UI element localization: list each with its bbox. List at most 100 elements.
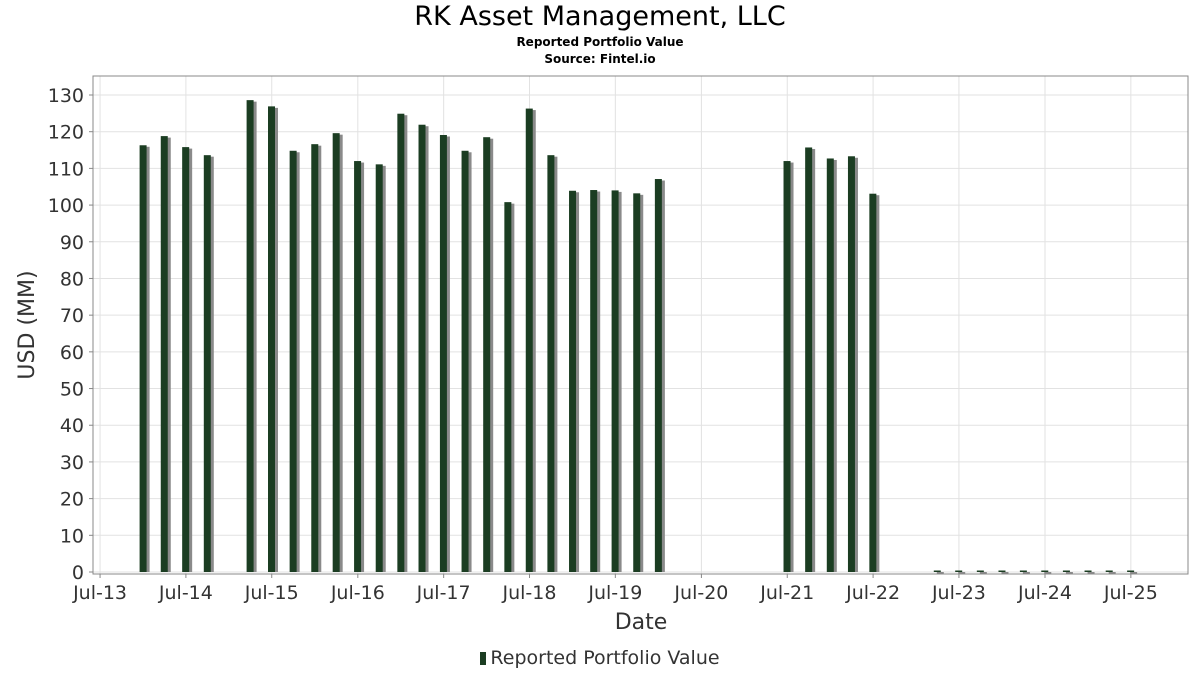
x-tick-label: Jul-25 bbox=[1103, 582, 1158, 604]
bar-body bbox=[1041, 570, 1049, 572]
bar-body bbox=[805, 147, 813, 572]
bar bbox=[1105, 570, 1116, 574]
bar-body bbox=[1127, 570, 1135, 572]
y-tick-label: 30 bbox=[60, 452, 84, 474]
bar-body bbox=[525, 108, 533, 572]
bar-body bbox=[1019, 570, 1027, 572]
y-tick-label: 20 bbox=[60, 489, 84, 511]
bar bbox=[246, 100, 257, 572]
y-tick-label: 50 bbox=[60, 379, 84, 401]
x-tick-label: Jul-13 bbox=[72, 582, 127, 604]
bar bbox=[805, 147, 816, 572]
x-tick-label: Jul-19 bbox=[587, 582, 642, 604]
bar-body bbox=[1062, 570, 1070, 572]
x-tick-label: Jul-20 bbox=[673, 582, 728, 604]
bars-layer bbox=[139, 100, 1138, 574]
plot-frame bbox=[92, 75, 1189, 575]
bar-body bbox=[246, 100, 254, 572]
bar-body bbox=[203, 155, 211, 572]
y-axis-label: USD (MM) bbox=[15, 270, 40, 379]
bar-shadow bbox=[979, 572, 987, 574]
bar-body bbox=[847, 156, 855, 572]
bar bbox=[311, 144, 322, 572]
y-tick-label: 0 bbox=[72, 562, 84, 584]
bar-shadow bbox=[1108, 572, 1116, 574]
bar-body bbox=[354, 161, 362, 573]
bar-body bbox=[998, 570, 1006, 572]
bar-body bbox=[976, 570, 984, 572]
bar-body bbox=[375, 164, 383, 573]
bar bbox=[869, 193, 880, 572]
bar-body bbox=[955, 570, 963, 572]
x-tick-label: Jul-16 bbox=[330, 582, 385, 604]
bar bbox=[525, 108, 536, 572]
x-tick-label: Jul-22 bbox=[845, 582, 900, 604]
bar bbox=[933, 570, 944, 574]
bar-body bbox=[139, 145, 147, 572]
legend-label: Reported Portfolio Value bbox=[490, 647, 720, 669]
bar bbox=[611, 190, 622, 572]
bar bbox=[1127, 570, 1138, 574]
bar-body bbox=[311, 144, 319, 572]
bar-body bbox=[933, 570, 941, 572]
bar-body bbox=[783, 161, 791, 573]
bar bbox=[955, 570, 966, 574]
bar bbox=[375, 164, 386, 573]
bar bbox=[418, 124, 429, 573]
bar bbox=[504, 202, 515, 572]
bar-shadow bbox=[1022, 572, 1030, 574]
bar bbox=[1062, 570, 1073, 574]
bar bbox=[783, 161, 794, 573]
bar-body bbox=[461, 150, 469, 572]
bar-shadow bbox=[1044, 572, 1052, 574]
bar bbox=[998, 570, 1009, 574]
bar bbox=[1041, 570, 1052, 574]
x-tick-label: Jul-18 bbox=[502, 582, 557, 604]
bar bbox=[203, 155, 214, 572]
x-tick-label: Jul-15 bbox=[244, 582, 299, 604]
bar-body bbox=[1084, 570, 1092, 572]
legend: Reported Portfolio Value bbox=[0, 647, 1200, 669]
bar bbox=[461, 150, 472, 572]
legend-swatch bbox=[480, 652, 487, 665]
bar bbox=[397, 113, 408, 572]
bar-body bbox=[826, 158, 834, 572]
bar-body bbox=[654, 179, 662, 572]
bar-body bbox=[869, 193, 877, 572]
bar-shadow bbox=[958, 572, 966, 574]
chart-title: RK Asset Management, LLC bbox=[414, 1, 786, 32]
y-tick-label: 120 bbox=[48, 122, 84, 144]
y-tick-label: 80 bbox=[60, 268, 84, 290]
bar bbox=[1084, 570, 1095, 574]
bar-body bbox=[268, 106, 276, 572]
bar-body bbox=[439, 134, 447, 572]
bar bbox=[439, 134, 450, 572]
bar-body bbox=[504, 202, 512, 572]
bar-shadow bbox=[1087, 572, 1095, 574]
bar-body bbox=[182, 147, 190, 572]
bar bbox=[590, 190, 601, 572]
bar-body bbox=[590, 190, 598, 572]
x-tick-label: Jul-21 bbox=[759, 582, 814, 604]
x-tick-label: Jul-17 bbox=[416, 582, 471, 604]
bar bbox=[976, 570, 987, 574]
bar bbox=[182, 147, 193, 572]
bar bbox=[289, 150, 300, 572]
bar bbox=[139, 145, 150, 572]
axis-layer: 0 10 20 30 40 50 60 70 80 90 100 110 120 130 Jul-13 Jul… bbox=[48, 85, 1158, 604]
y-tick-label: 60 bbox=[60, 342, 84, 364]
y-tick-label: 10 bbox=[60, 525, 84, 547]
bar bbox=[847, 156, 858, 572]
y-tick-label: 100 bbox=[48, 195, 84, 217]
bar-shadow bbox=[936, 572, 944, 574]
x-tick-label: Jul-14 bbox=[158, 582, 213, 604]
bar-body bbox=[289, 150, 297, 572]
bar bbox=[354, 161, 365, 573]
bar bbox=[633, 193, 644, 572]
bar-body bbox=[160, 136, 168, 572]
bar-body bbox=[1105, 570, 1113, 572]
bar bbox=[826, 158, 837, 572]
bar bbox=[569, 190, 580, 573]
bar-body bbox=[483, 137, 491, 572]
